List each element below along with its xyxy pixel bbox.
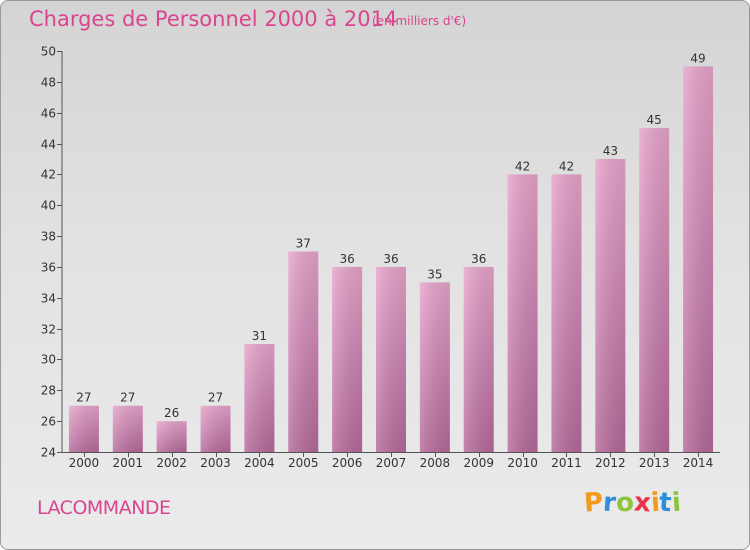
data-label: 42 — [515, 159, 530, 173]
data-label: 49 — [690, 51, 705, 65]
y-tick-label: 48 — [41, 76, 56, 90]
logo-letter: x — [632, 487, 652, 519]
logo-letter: i — [670, 487, 682, 519]
y-tick-label: 42 — [41, 168, 56, 182]
x-tick-label: 2003 — [200, 456, 231, 470]
bar-shade — [332, 266, 363, 452]
y-tick-label: 32 — [41, 323, 56, 337]
y-tick-label: 44 — [41, 138, 56, 152]
logo-letter: o — [614, 487, 635, 519]
x-tick-label: 2004 — [244, 456, 275, 470]
x-tick-label: 2011 — [551, 456, 582, 470]
data-label: 36 — [339, 252, 354, 266]
bar-shade — [288, 251, 319, 452]
bar-shade — [376, 266, 406, 452]
x-tick-label: 2000 — [69, 456, 100, 470]
y-tick-label: 28 — [41, 384, 56, 398]
data-label: 31 — [252, 329, 267, 343]
bar-shade — [200, 405, 231, 452]
bar-shade — [244, 344, 275, 452]
proxiti-logo: Proxiti — [582, 487, 682, 519]
data-label: 36 — [383, 252, 398, 266]
x-tick-label: 2007 — [376, 456, 407, 470]
data-label: 26 — [164, 406, 179, 420]
bar-shade — [156, 421, 187, 452]
x-tick-label: 2012 — [595, 456, 626, 470]
y-tick-label: 26 — [41, 415, 56, 429]
x-tick-label: 2001 — [113, 456, 144, 470]
x-tick-label: 2009 — [463, 456, 494, 470]
y-tick-label: 40 — [41, 199, 56, 213]
bar-shade — [112, 405, 143, 452]
chart-title: Charges de Personnel 2000 à 2014 — [29, 7, 398, 31]
bar-shade — [551, 174, 582, 452]
chart-subtitle: (en milliers d'€) — [372, 14, 467, 28]
y-tick-label: 24 — [41, 446, 56, 460]
y-tick-label: 50 — [41, 45, 56, 59]
x-tick-label: 2014 — [683, 456, 714, 470]
x-tick-label: 2008 — [420, 456, 451, 470]
x-tick-label: 2005 — [288, 456, 319, 470]
axes: 24 26 28 30 32 34 36 38 40 42 44 46 48 50 2000 2001 2002… — [41, 45, 720, 470]
bar-shade — [507, 174, 538, 452]
data-label: 27 — [120, 391, 135, 405]
data-label: 27 — [76, 391, 91, 405]
x-tick-label: 2002 — [156, 456, 187, 470]
data-label: 35 — [427, 267, 442, 281]
logo-letter: P — [582, 487, 605, 519]
data-label: 45 — [647, 113, 662, 127]
data-label: 37 — [296, 237, 311, 251]
bar-shade — [639, 128, 670, 452]
y-tick-label: 46 — [41, 107, 56, 121]
y-tick-label: 36 — [41, 261, 56, 275]
y-tick-label: 34 — [41, 292, 56, 306]
data-label: 42 — [559, 159, 574, 173]
x-tick-label: 2010 — [507, 456, 538, 470]
data-labels: 27 27 26 27 31 37 36 36 35 36 42 42 43 45 49 — [76, 51, 705, 420]
data-label: 36 — [471, 252, 486, 266]
bars — [68, 66, 714, 452]
y-tick-label: 38 — [41, 230, 56, 244]
bar-shade — [683, 66, 714, 452]
x-tick-label: 2013 — [639, 456, 670, 470]
data-label: 43 — [603, 144, 618, 158]
y-tick-label: 30 — [41, 353, 56, 367]
bar-shade — [419, 282, 450, 452]
bar-shade — [463, 266, 494, 452]
data-label: 27 — [208, 391, 223, 405]
bar-shade — [68, 405, 99, 452]
place-name: LACOMMANDE — [37, 497, 171, 519]
x-tick-label: 2006 — [332, 456, 363, 470]
bar-shade — [595, 158, 626, 452]
